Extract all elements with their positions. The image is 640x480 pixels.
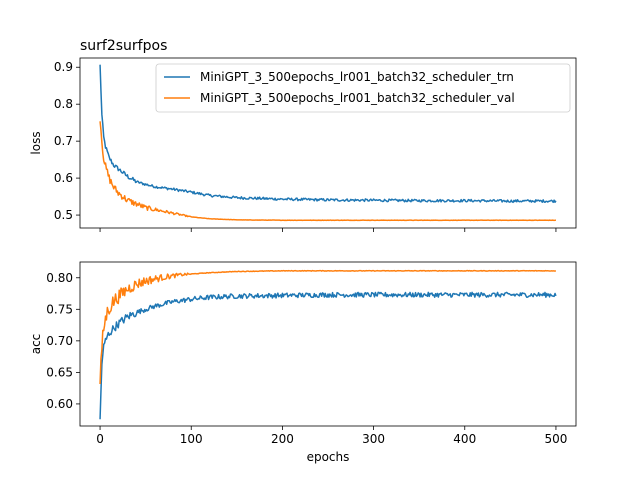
x-axis-label: epochs xyxy=(307,450,350,464)
x-tick-label: 200 xyxy=(271,432,294,446)
axes-frame xyxy=(79,261,577,427)
x-tick-label: 400 xyxy=(453,432,476,446)
y-tick-label: 0.6 xyxy=(54,171,73,185)
axes-frame xyxy=(79,57,577,229)
series-line-trn xyxy=(99,291,557,420)
x-tick-label: 500 xyxy=(544,432,567,446)
accuracy-panel: 0 100 200 300 400 500 0.60 0.65 0.70 0.75 0.80 acc e… xyxy=(29,261,577,464)
x-tick-label: 0 xyxy=(96,432,104,446)
y-axis-label: acc xyxy=(29,334,43,355)
legend: MiniGPT_3_500epochs_lr001_batch32_schedu… xyxy=(155,63,571,113)
y-tick-label: 0.65 xyxy=(46,365,73,379)
series-line-val xyxy=(99,269,557,384)
y-tick-label: 0.7 xyxy=(54,134,73,148)
chart-title: surf2surfpos xyxy=(80,38,167,54)
series-line-val xyxy=(99,121,557,222)
legend-label-trn: MiniGPT_3_500epochs_lr001_batch32_schedu… xyxy=(200,70,514,84)
y-tick-label: 0.70 xyxy=(46,334,73,348)
y-axis-label: loss xyxy=(29,131,43,154)
y-tick-label: 0.8 xyxy=(54,97,73,111)
y-tick-label: 0.60 xyxy=(46,397,73,411)
loss-panel: 0.5 0.6 0.7 0.8 0.9 loss surf2surfpos MiniGPT_3… xyxy=(29,38,577,232)
x-tick-label: 300 xyxy=(362,432,385,446)
y-tick-label: 0.9 xyxy=(54,60,73,74)
y-tick-label: 0.5 xyxy=(54,208,73,222)
legend-box xyxy=(155,63,571,113)
legend-label-val: MiniGPT_3_500epochs_lr001_batch32_schedu… xyxy=(200,91,515,105)
y-tick-label: 0.75 xyxy=(46,302,73,316)
x-tick-label: 100 xyxy=(180,432,203,446)
series-line-trn xyxy=(99,64,557,204)
y-tick-label: 0.80 xyxy=(46,271,73,285)
